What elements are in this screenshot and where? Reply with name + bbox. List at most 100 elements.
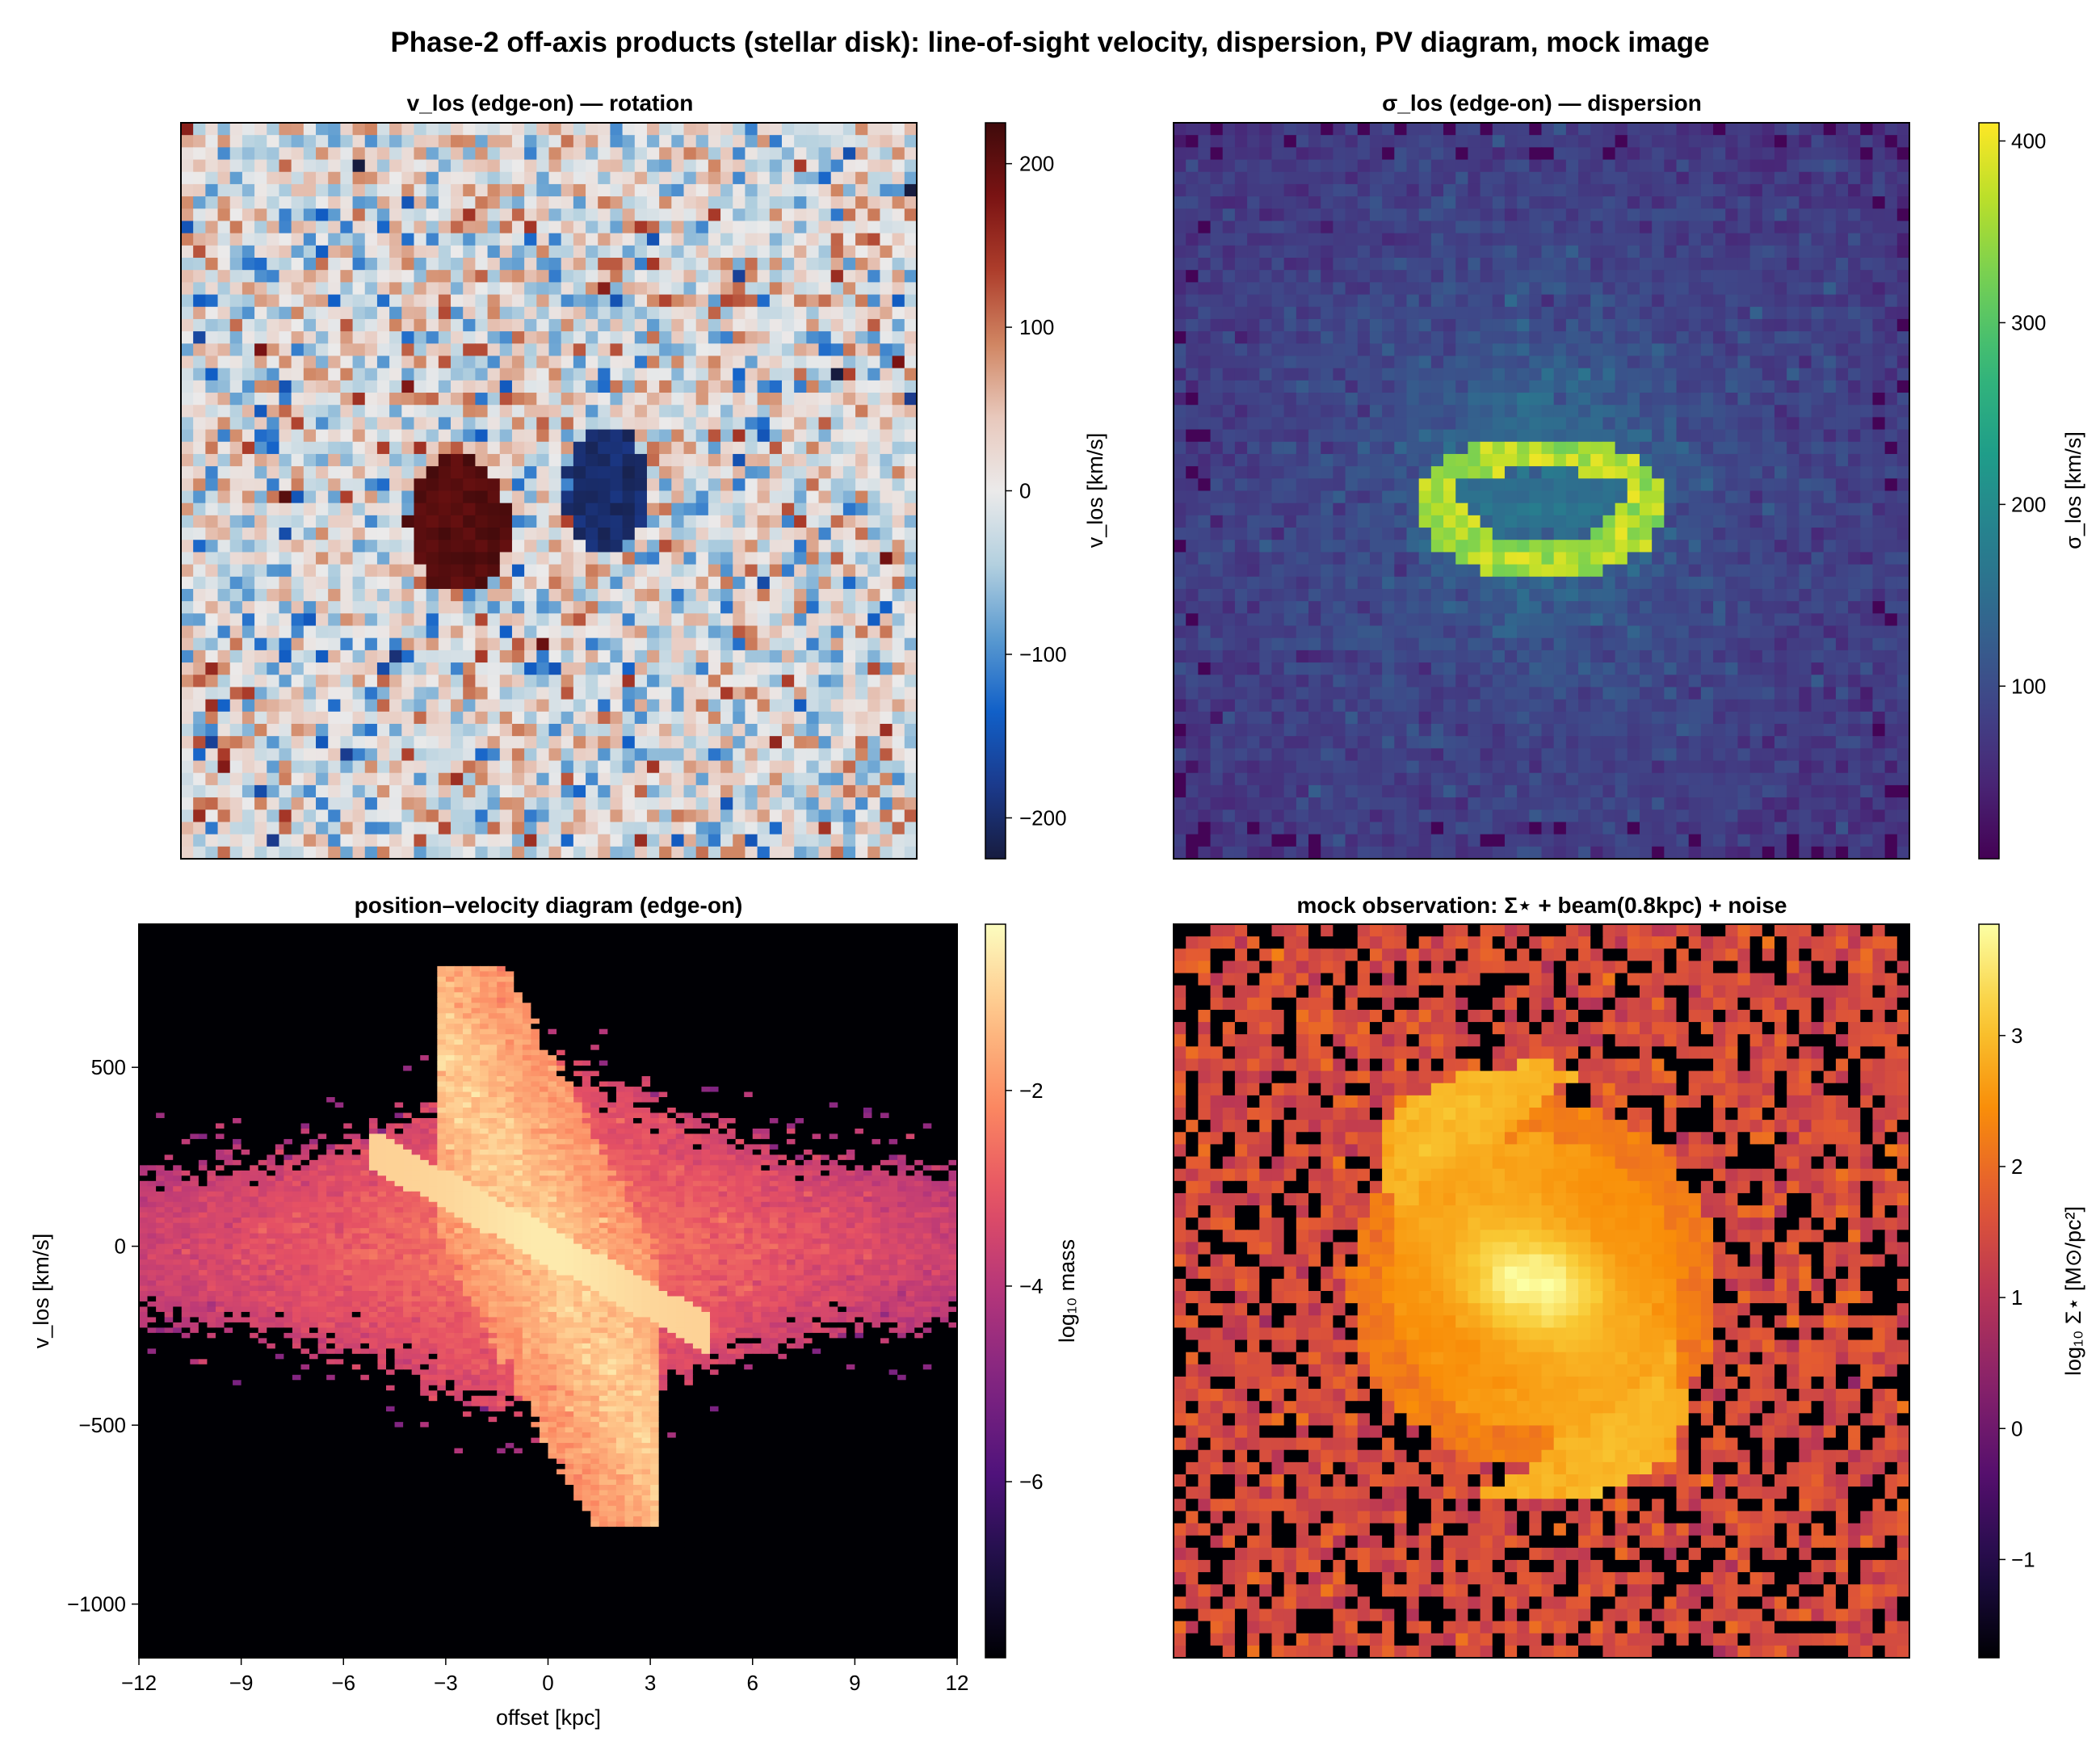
vlos-cell: [193, 784, 206, 798]
sigma-cell: [1345, 306, 1359, 320]
vlos-cell: [267, 748, 280, 762]
vlos-cell: [451, 343, 464, 357]
vlos-cell: [867, 147, 881, 161]
vlos-cell: [328, 784, 341, 798]
vlos-cell: [229, 711, 243, 725]
sigma-cell: [1430, 245, 1444, 259]
vlos-cell: [426, 318, 439, 332]
sigma-cell: [1541, 233, 1555, 246]
vlos-cell: [880, 270, 893, 283]
sigma-cell: [1884, 208, 1898, 222]
vlos-cell: [438, 748, 452, 762]
sigma-cell: [1345, 258, 1359, 271]
sigma-cell: [1664, 380, 1678, 393]
vlos-cell: [806, 490, 820, 504]
vlos-cell: [806, 417, 820, 431]
vlos-cell: [426, 736, 439, 749]
vlos-cell: [229, 822, 243, 835]
sigma-cell: [1811, 318, 1825, 332]
vlos-cell: [401, 245, 415, 259]
vlos-cell: [806, 196, 820, 209]
sigma-cell: [1823, 208, 1837, 222]
vlos-cell: [511, 797, 525, 810]
sigma-cell: [1234, 245, 1248, 259]
vlos-cell: [205, 528, 219, 540]
vlos-cell: [463, 687, 476, 700]
vlos-cell: [733, 675, 746, 688]
sigma-cell: [1896, 343, 1910, 357]
vlos-cell: [769, 490, 783, 504]
vlos-cell: [217, 490, 231, 504]
vlos-cell: [364, 441, 378, 455]
vlos-cell: [892, 429, 905, 443]
vlos-cell: [316, 233, 329, 246]
vlos-cell: [451, 736, 464, 749]
sigma-cell: [1198, 135, 1212, 148]
sigma-cell: [1541, 331, 1555, 344]
vlos-cell: [291, 528, 304, 540]
vlos-cell: [659, 687, 672, 700]
vlos-cell: [328, 368, 341, 381]
sigma-cell: [1799, 270, 1812, 283]
vlos-cell: [217, 171, 231, 185]
vlos-cell: [217, 393, 231, 406]
vlos-cell: [880, 159, 893, 173]
vlos-cell: [634, 711, 648, 725]
vlos-cell: [892, 453, 905, 467]
vlos-cell: [745, 221, 758, 234]
vlos-cell: [671, 809, 685, 823]
vlos-cell: [781, 711, 795, 725]
vlos-cell: [659, 846, 672, 860]
sigma-cell: [1198, 355, 1212, 369]
vlos-cell: [401, 343, 415, 357]
vlos-cell: [598, 478, 611, 492]
vlos-cell: [229, 294, 243, 308]
vlos-cell: [475, 368, 489, 381]
vlos-cell: [561, 159, 574, 173]
vlos-cell: [695, 748, 709, 762]
vlos-cell: [867, 171, 881, 185]
sigma-cell: [1210, 343, 1224, 357]
vlos-cell: [745, 147, 758, 161]
vlos-cell: [646, 797, 660, 810]
sigma-cell: [1615, 159, 1628, 173]
sigma-cell: [1394, 208, 1408, 222]
sigma-cell: [1664, 208, 1678, 222]
vlos-cell: [586, 306, 598, 320]
sigma-cell: [1615, 233, 1628, 246]
vlos-cell: [499, 208, 513, 222]
vlos-cell: [695, 528, 709, 540]
vlos-cell: [193, 343, 206, 357]
vlos-cell: [634, 650, 648, 663]
vlos-cell: [610, 368, 624, 381]
vlos-cell: [586, 822, 598, 835]
vlos-cell: [794, 650, 807, 663]
vlos-cell: [842, 453, 856, 467]
vlos-cell: [205, 601, 219, 614]
vlos-cell: [376, 135, 390, 148]
vlos-cell: [389, 576, 402, 590]
sigma-cell: [1811, 221, 1825, 234]
vlos-cell: [364, 368, 378, 381]
vlos-cell: [561, 221, 574, 234]
vlos-cell: [291, 797, 304, 810]
vlos-cell: [904, 221, 918, 234]
vlos-cell: [671, 294, 685, 308]
sigma-cell: [1713, 294, 1726, 308]
sigma-cell: [1639, 294, 1653, 308]
vlos-cell: [573, 245, 586, 259]
vlos-cell: [475, 318, 489, 332]
vlos-cell: [683, 393, 697, 406]
vlos-cell: [303, 699, 317, 713]
vlos-cell: [586, 637, 598, 651]
vlos-cell: [340, 699, 354, 713]
vlos-cell: [279, 601, 292, 614]
vlos-cell: [328, 270, 341, 283]
vlos-cell: [781, 429, 795, 443]
vlos-cell: [855, 576, 868, 590]
vlos-cell: [695, 258, 709, 271]
sigma-cell: [1787, 135, 1800, 148]
sigma-cell: [1565, 159, 1579, 173]
vlos-cell: [720, 784, 733, 798]
vlos-cell: [671, 675, 685, 688]
